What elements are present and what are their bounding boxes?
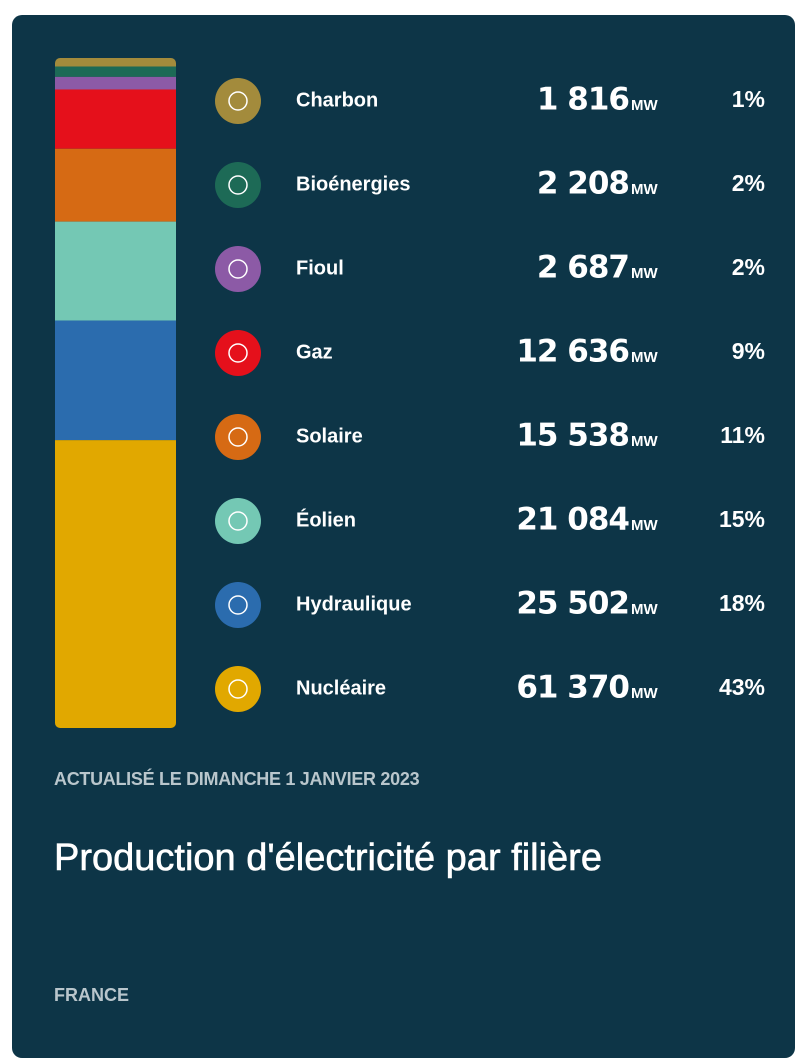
share-label: 1% (732, 86, 765, 112)
bar-segment (55, 76, 176, 90)
legend-label: Hydraulique (296, 593, 412, 615)
value-label: 2 208 (537, 166, 629, 202)
bar-segment (55, 320, 176, 441)
card-title: Production d'électricité par filière (54, 837, 603, 880)
legend-icon (215, 498, 261, 544)
legend-label: Nucléaire (296, 677, 386, 699)
legend-icon-glyph (228, 511, 248, 531)
unit-label: MW (631, 265, 658, 282)
value-label: 61 370 (516, 670, 629, 706)
legend-icon-glyph (228, 91, 248, 111)
legend-icon-glyph (228, 427, 248, 447)
value-label: 15 538 (516, 418, 629, 454)
legend-icon (215, 582, 261, 628)
legend-label: Fioul (296, 257, 344, 279)
value-label: 2 687 (537, 250, 629, 286)
legend-icon (215, 330, 261, 376)
share-label: 11% (720, 422, 765, 448)
unit-label: MW (631, 433, 658, 450)
legend-icon-glyph (228, 175, 248, 195)
legend-icon (215, 246, 261, 292)
bar-segment (55, 440, 176, 728)
unit-label: MW (631, 601, 658, 618)
updated-label: ACTUALISÉ LE DIMANCHE 1 JANVIER 2023 (54, 769, 420, 789)
value-label: 12 636 (516, 334, 629, 370)
bar-segment (55, 66, 176, 77)
bar-segment (55, 148, 176, 222)
legend-icon (215, 78, 261, 124)
legend-icon (215, 162, 261, 208)
unit-label: MW (631, 349, 658, 366)
legend-label: Charbon (296, 89, 378, 111)
share-label: 18% (719, 590, 765, 616)
region-label: FRANCE (54, 985, 129, 1005)
legend-label: Gaz (296, 341, 333, 363)
unit-label: MW (631, 181, 658, 198)
share-label: 2% (732, 170, 765, 196)
card: Charbon 1 816 MW 1% Bioénergies 2 208 MW 2% Fiou… (12, 15, 795, 1058)
legend-icon-glyph (228, 595, 248, 615)
value-label: 1 816 (537, 82, 629, 118)
legend-icon-glyph (228, 259, 248, 279)
share-label: 15% (719, 506, 765, 532)
chart: Charbon 1 816 MW 1%Bioénergies 2 208 MW 2%Fiou… (55, 58, 765, 728)
bar-segment (55, 221, 176, 321)
value-label: 21 084 (516, 502, 629, 538)
legend-label: Bioénergies (296, 173, 410, 195)
share-label: 43% (719, 674, 765, 700)
bar-segment (55, 58, 176, 67)
share-label: 2% (732, 254, 765, 280)
value-label: 25 502 (516, 586, 629, 622)
legend-icon (215, 414, 261, 460)
unit-label: MW (631, 517, 658, 534)
legend-icon-glyph (228, 343, 248, 363)
unit-label: MW (631, 685, 658, 702)
legend-icon-glyph (228, 679, 248, 699)
share-label: 9% (732, 338, 765, 364)
bar-segment (55, 89, 176, 149)
legend-label: Solaire (296, 425, 363, 447)
legend-label: Éolien (296, 508, 356, 531)
legend-icon (215, 666, 261, 712)
unit-label: MW (631, 97, 658, 114)
